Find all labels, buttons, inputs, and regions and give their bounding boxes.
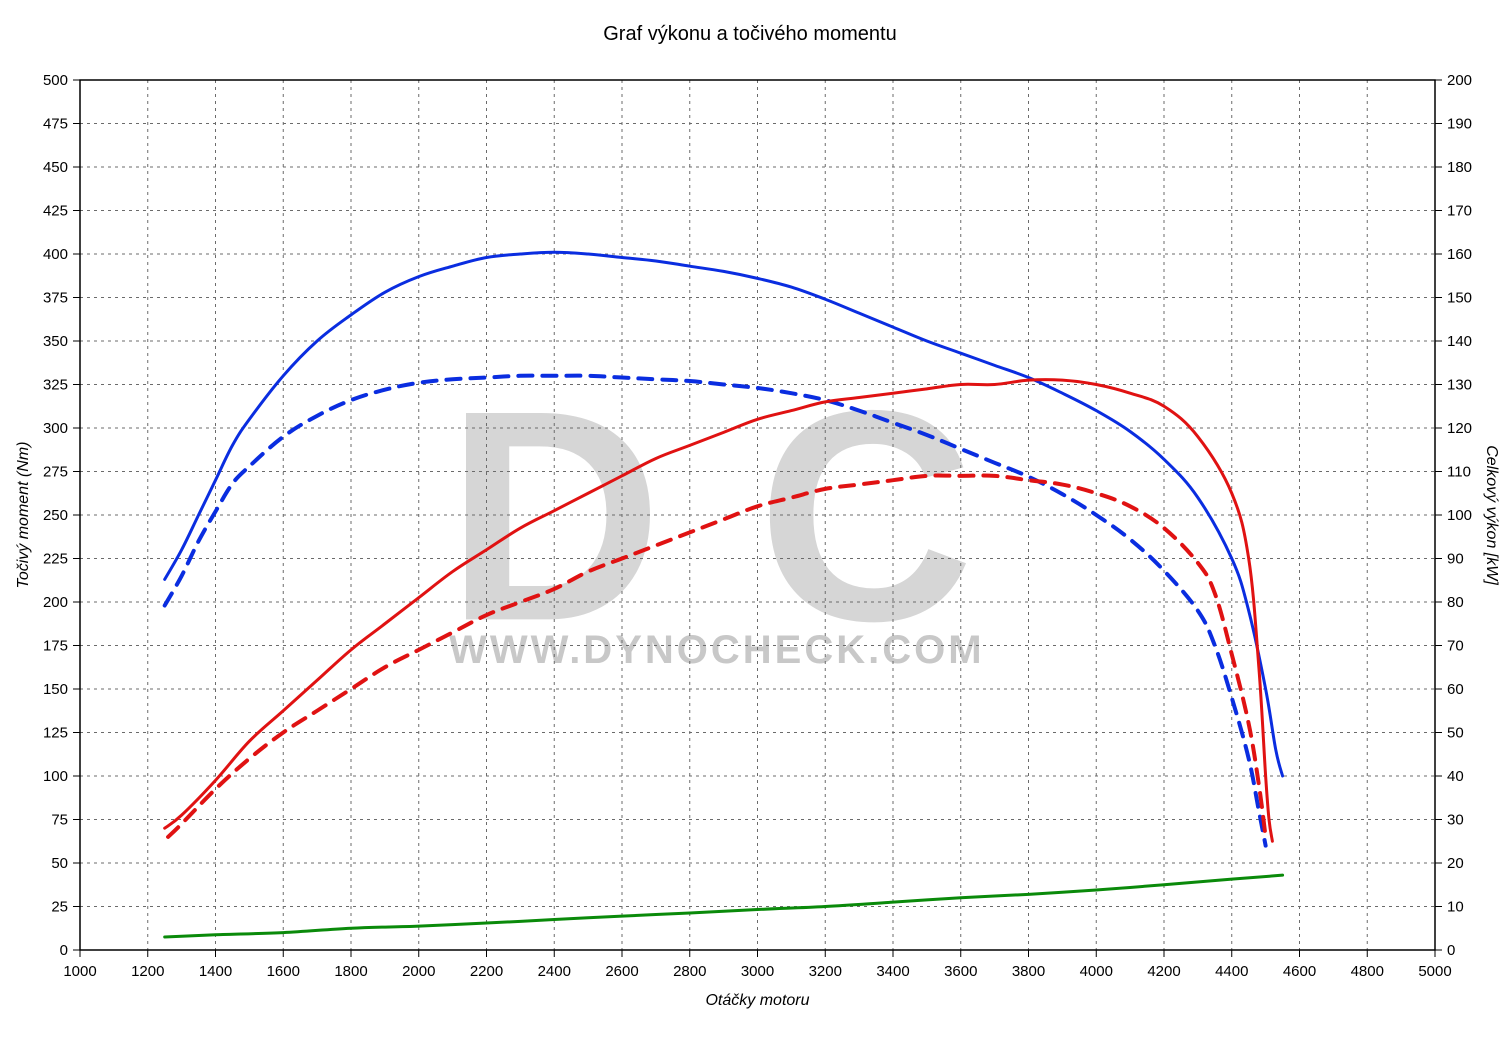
- x-tick-label: 2000: [402, 963, 435, 980]
- x-tick-label: 3400: [876, 963, 909, 980]
- y-left-tick-label: 475: [43, 116, 68, 133]
- x-tick-label: 1600: [267, 963, 300, 980]
- y-left-tick-label: 350: [43, 333, 68, 350]
- y-right-tick-label: 120: [1447, 420, 1472, 437]
- y-right-tick-label: 0: [1447, 942, 1455, 959]
- watermark-url: WWW.DYNOCHECK.COM: [449, 628, 984, 672]
- y-left-tick-label: 275: [43, 464, 68, 481]
- y-left-tick-label: 225: [43, 551, 68, 568]
- y-left-tick-label: 200: [43, 594, 68, 611]
- x-tick-label: 4000: [1080, 963, 1113, 980]
- y-right-tick-label: 140: [1447, 333, 1472, 350]
- y-left-tick-label: 300: [43, 420, 68, 437]
- y-left-tick-label: 175: [43, 638, 68, 655]
- y-right-tick-label: 60: [1447, 681, 1464, 698]
- y-right-tick-label: 90: [1447, 551, 1464, 568]
- chart-container: Graf výkonu a točivého momentuDCWWW.DYNO…: [0, 0, 1500, 1041]
- y-right-tick-label: 190: [1447, 116, 1472, 133]
- x-axis-label: Otáčky motoru: [705, 992, 809, 1009]
- y-left-tick-label: 500: [43, 72, 68, 89]
- x-tick-label: 1400: [199, 963, 232, 980]
- x-tick-label: 3200: [809, 963, 842, 980]
- y-left-tick-label: 150: [43, 681, 68, 698]
- y-right-tick-label: 180: [1447, 159, 1472, 176]
- x-tick-label: 1200: [131, 963, 164, 980]
- y-right-tick-label: 10: [1447, 899, 1464, 916]
- x-tick-label: 3800: [1012, 963, 1045, 980]
- y-right-tick-label: 100: [1447, 507, 1472, 524]
- y-left-tick-label: 0: [60, 942, 68, 959]
- x-tick-label: 1000: [63, 963, 96, 980]
- dyno-chart: Graf výkonu a točivého momentuDCWWW.DYNO…: [0, 0, 1500, 1041]
- y-right-tick-label: 20: [1447, 855, 1464, 872]
- x-tick-label: 2800: [673, 963, 706, 980]
- chart-title: Graf výkonu a točivého momentu: [603, 23, 896, 45]
- x-tick-label: 3000: [741, 963, 774, 980]
- y-right-tick-label: 130: [1447, 377, 1472, 394]
- x-tick-label: 4200: [1147, 963, 1180, 980]
- y-right-axis-label: Celkový výkon [kW]: [1483, 445, 1500, 585]
- y-left-tick-label: 100: [43, 768, 68, 785]
- y-right-tick-label: 30: [1447, 812, 1464, 829]
- y-right-tick-label: 150: [1447, 290, 1472, 307]
- y-left-tick-label: 425: [43, 203, 68, 220]
- x-tick-label: 4800: [1351, 963, 1384, 980]
- y-right-tick-label: 200: [1447, 72, 1472, 89]
- y-right-tick-label: 160: [1447, 246, 1472, 263]
- x-tick-label: 2200: [470, 963, 503, 980]
- y-right-tick-label: 170: [1447, 203, 1472, 220]
- y-left-tick-label: 450: [43, 159, 68, 176]
- y-left-tick-label: 400: [43, 246, 68, 263]
- x-tick-label: 2400: [538, 963, 571, 980]
- y-left-tick-label: 375: [43, 290, 68, 307]
- x-tick-label: 4400: [1215, 963, 1248, 980]
- y-right-tick-label: 110: [1447, 464, 1471, 481]
- x-tick-label: 5000: [1418, 963, 1451, 980]
- y-left-tick-label: 250: [43, 507, 68, 524]
- y-right-tick-label: 80: [1447, 594, 1464, 611]
- y-left-tick-label: 25: [51, 899, 68, 916]
- y-right-tick-label: 50: [1447, 725, 1464, 742]
- x-tick-label: 1800: [334, 963, 367, 980]
- y-left-tick-label: 75: [51, 812, 68, 829]
- x-tick-label: 2600: [605, 963, 638, 980]
- y-left-tick-label: 325: [43, 377, 68, 394]
- y-right-tick-label: 40: [1447, 768, 1464, 785]
- y-left-axis-label: Točivý moment (Nm): [15, 442, 32, 589]
- y-left-tick-label: 125: [43, 725, 68, 742]
- x-tick-label: 4600: [1283, 963, 1316, 980]
- y-right-tick-label: 70: [1447, 638, 1464, 655]
- x-tick-label: 3600: [944, 963, 977, 980]
- y-left-tick-label: 50: [51, 855, 68, 872]
